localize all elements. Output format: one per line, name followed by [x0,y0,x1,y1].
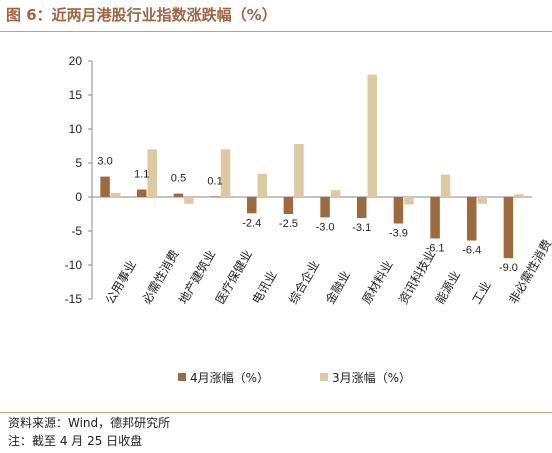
bar-apr [137,189,147,197]
legend-label: 3月涨幅（%） [332,370,411,385]
data-label: -3.0 [316,221,335,233]
legend-swatch [320,373,328,381]
x-tick-label: 原材料业 [359,258,395,307]
bar-apr [357,197,367,219]
x-tick-label: 地产建筑业 [175,247,218,306]
y-tick-label: 10 [69,122,83,136]
x-tick-label: 工业 [469,279,493,307]
x-tick-label: 公用事业 [103,258,139,307]
bar-apr [283,197,294,214]
data-label: 0.1 [207,175,222,187]
bars [100,74,524,259]
bar-mar [257,173,267,197]
y-tick-label: 0 [75,190,82,204]
y-tick-label: 5 [75,156,82,170]
data-label: 0.5 [171,173,186,185]
bar-mar [147,149,157,197]
bar-mar [110,192,121,197]
data-label: -3.1 [352,222,371,234]
x-tick-label: 医疗保健业 [213,248,255,307]
bar-apr [210,196,220,198]
bar-mar [184,197,194,204]
footnote: 注：截至 4 月 25 日收盘 [8,434,143,448]
x-tick-label: 资讯科技业 [396,248,438,307]
bar-apr [320,197,330,218]
x-tick-label: 能源业 [433,268,463,306]
legend: 4月涨幅（%） 3月涨幅（%） [178,370,411,385]
y-tick-label: -10 [65,258,83,272]
y-tick-label: 20 [69,54,83,68]
bar-mar [514,194,524,197]
y-tick-label: -5 [71,224,82,238]
bar-chart: 20 15 10 5 0 -5 -10 -15 3.0 1.1 0.5 0.1 -2.4 -2.5 -3.… [65,54,552,385]
bar-mar [477,197,487,204]
legend-label: 4月涨幅（%） [190,370,269,385]
y-tick-label: -15 [65,292,83,306]
figure-title: 图 6：近两月港股行业指数涨跌幅（%） [6,6,277,24]
data-label: -3.9 [389,228,408,240]
bar-mar [220,149,231,197]
y-axis: 20 15 10 5 0 -5 -10 -15 [65,54,93,306]
bar-mar [367,74,377,197]
x-tick-label: 综合企业 [285,257,322,306]
x-tick-label: 必需性消费 [139,248,181,307]
y-tick-label: 15 [69,88,83,102]
data-label: 1.1 [134,169,149,181]
bar-apr [430,197,440,239]
data-label: -9.0 [499,262,518,274]
bar-apr [393,197,404,224]
bar-mar [330,190,341,197]
x-tick-label: 电讯业 [249,268,279,306]
data-label: -2.4 [242,217,261,229]
legend-swatch [178,373,186,381]
data-label: -6.1 [426,242,445,254]
bar-apr [173,193,184,197]
title-divider [0,31,552,32]
bar-mar [294,143,304,197]
bar-mar [404,197,414,205]
x-tick-label: 金融业 [322,268,353,307]
source-note: 资料来源：Wind，德邦研究所 [8,416,171,430]
bar-apr [247,197,257,214]
bar-apr [467,197,477,241]
bar-apr [100,176,110,197]
bar-apr [503,197,514,259]
bar-mar [440,174,451,197]
source-divider [0,412,552,413]
data-label: -6.4 [462,245,481,257]
data-label: 3.0 [97,156,112,168]
data-label: -2.5 [279,218,298,230]
data-labels: 3.0 1.1 0.5 0.1 -2.4 -2.5 -3.0 -3.1 -3.9 -6.1 -6.4… [97,156,517,275]
